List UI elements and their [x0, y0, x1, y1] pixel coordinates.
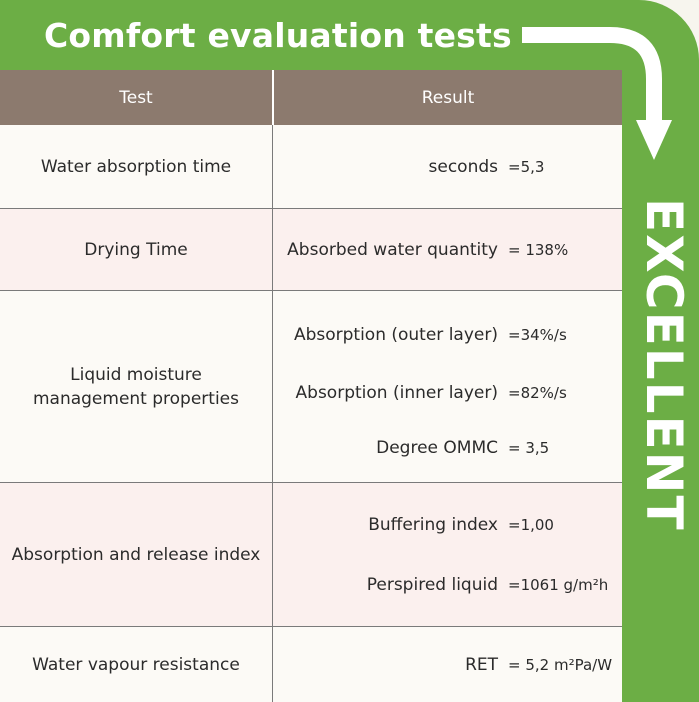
rating-label: EXCELLENT — [635, 198, 693, 532]
table-row: Absorption and release index Buffering i… — [0, 482, 622, 626]
test-name: Drying Time — [0, 209, 273, 290]
result-value: =5,3 — [508, 158, 545, 176]
test-name: Absorption and release index — [0, 483, 273, 626]
test-name: Water vapour resistance — [0, 627, 273, 702]
result-value: = 5,2 m²Pa/W — [508, 656, 613, 674]
table-row: Water vapour resistance RET = 5,2 m²Pa/W — [0, 626, 622, 702]
result-label: Perspired liquid — [366, 575, 498, 595]
result-label: seconds — [428, 157, 499, 177]
result-value: =82%/s — [508, 384, 567, 402]
result-label: Buffering index — [368, 515, 498, 535]
table-row: Water absorption time seconds =5,3 — [0, 125, 622, 208]
result-cell: seconds =5,3 — [273, 125, 622, 208]
result-value: =1061 g/m²h — [508, 576, 609, 594]
test-name: Water absorption time — [0, 125, 273, 208]
test-name: Liquid moisture management properties — [0, 291, 273, 482]
result-value: = 138% — [508, 241, 569, 259]
result-label: RET — [465, 655, 498, 675]
result-value: =1,00 — [508, 516, 554, 534]
result-cell: Buffering index =1,00 Perspired liquid =… — [273, 483, 622, 626]
header-result: Result — [421, 87, 475, 108]
table-row: Drying Time Absorbed water quantity = 13… — [0, 208, 622, 290]
result-value: =34%/s — [508, 326, 567, 344]
result-cell: Absorbed water quantity = 138% — [273, 209, 622, 290]
result-label: Absorbed water quantity — [287, 240, 498, 260]
page-title: Comfort evaluation tests — [44, 16, 512, 55]
result-value: = 3,5 — [508, 439, 550, 457]
header-test: Test — [0, 70, 274, 125]
result-label: Degree OMMC — [376, 438, 498, 458]
table-row: Liquid moisture management properties Ab… — [0, 290, 622, 482]
result-label: Absorption (inner layer) — [295, 383, 498, 403]
result-label: Absorption (outer layer) — [293, 325, 498, 345]
result-cell: Absorption (outer layer) =34%/s Absorpti… — [273, 291, 622, 482]
table-header: Test Result — [0, 70, 622, 125]
result-cell: RET = 5,2 m²Pa/W — [273, 627, 622, 702]
